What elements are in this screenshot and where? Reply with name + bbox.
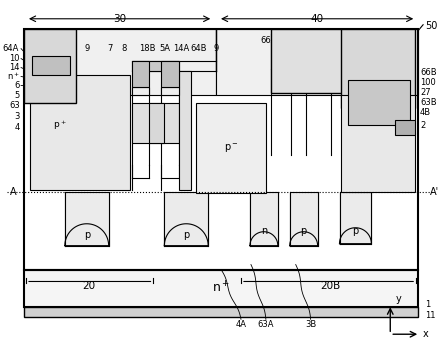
Text: 9: 9 [84, 44, 89, 53]
Text: 4B: 4B [420, 108, 431, 117]
Text: 3: 3 [15, 112, 20, 121]
Bar [24, 29, 76, 103]
Text: 5: 5 [15, 91, 20, 100]
Text: 18B: 18B [139, 44, 155, 53]
Text: p$^+$: p$^+$ [148, 116, 162, 130]
Bar [341, 95, 415, 192]
Bar [271, 29, 355, 94]
Bar [395, 120, 415, 135]
Bar [24, 29, 418, 270]
Bar [250, 192, 278, 246]
Text: p: p [84, 230, 90, 240]
Text: p$^-$: p$^-$ [224, 142, 238, 155]
Text: 20B: 20B [320, 281, 341, 292]
Text: 29: 29 [297, 44, 308, 53]
Polygon shape [290, 232, 318, 246]
Text: 14: 14 [10, 63, 20, 72]
Bar [349, 80, 410, 125]
Text: n: n [261, 226, 267, 236]
Text: 30: 30 [113, 14, 127, 24]
Text: 4: 4 [15, 123, 20, 132]
Text: 40: 40 [311, 14, 324, 24]
Text: p: p [183, 230, 190, 240]
Text: 3B: 3B [305, 320, 316, 329]
Text: A: A [10, 187, 17, 197]
Text: 63: 63 [9, 101, 20, 110]
Text: 2: 2 [420, 121, 425, 130]
Text: A': A' [430, 187, 439, 197]
Text: 6: 6 [15, 81, 20, 90]
Text: 4A: 4A [236, 320, 246, 329]
Bar [341, 29, 415, 108]
Bar [65, 192, 109, 246]
Text: 13: 13 [390, 59, 400, 68]
Text: 64B: 64B [190, 44, 206, 53]
Text: n$^+$: n$^+$ [373, 96, 386, 108]
Text: 50: 50 [425, 21, 438, 31]
Text: 64A: 64A [3, 44, 19, 53]
Bar [24, 307, 418, 317]
Polygon shape [65, 224, 109, 246]
Text: p$^+$: p$^+$ [151, 116, 163, 130]
Bar [149, 103, 164, 143]
Text: 64C: 64C [329, 36, 346, 45]
Bar [164, 192, 208, 246]
Bar [132, 61, 179, 71]
Bar [24, 29, 216, 95]
Bar [161, 88, 179, 95]
Bar [216, 29, 418, 95]
Bar [179, 71, 191, 190]
Text: 62: 62 [375, 51, 385, 60]
Text: 66A: 66A [260, 36, 277, 45]
Text: p: p [352, 226, 358, 236]
Text: 100: 100 [420, 78, 436, 87]
Bar [339, 192, 371, 244]
Text: n$^+$: n$^+$ [7, 71, 20, 82]
Text: 9: 9 [214, 44, 219, 53]
Text: 63B: 63B [420, 98, 437, 107]
Text: y: y [395, 294, 401, 304]
Text: 8: 8 [121, 44, 126, 53]
Bar [24, 270, 418, 307]
Text: 10: 10 [10, 54, 20, 63]
Text: 63A: 63A [258, 320, 274, 329]
Text: x: x [423, 329, 429, 339]
Bar [132, 103, 179, 143]
Bar [32, 55, 70, 76]
Bar [132, 88, 149, 95]
Text: 14A: 14A [173, 44, 190, 53]
Text: 66B: 66B [420, 68, 437, 77]
Text: 61: 61 [313, 36, 324, 45]
Text: 7: 7 [107, 44, 113, 53]
Text: 12: 12 [284, 44, 294, 53]
Text: p$^+$: p$^+$ [53, 118, 67, 132]
Text: 20: 20 [82, 281, 95, 292]
Text: 11: 11 [425, 311, 435, 320]
Bar [161, 61, 179, 88]
Polygon shape [339, 228, 371, 244]
Text: n$^+$: n$^+$ [212, 281, 230, 296]
Bar [132, 61, 149, 88]
Text: 5A: 5A [159, 44, 170, 53]
Bar [290, 192, 318, 246]
Polygon shape [250, 232, 278, 246]
Text: 9: 9 [360, 44, 365, 53]
Bar [196, 103, 266, 193]
Text: 27: 27 [420, 88, 431, 97]
Polygon shape [164, 224, 208, 246]
Text: p: p [300, 226, 307, 236]
Bar [30, 76, 129, 190]
Text: n$^+$: n$^+$ [44, 60, 58, 71]
Text: 1: 1 [425, 300, 430, 309]
